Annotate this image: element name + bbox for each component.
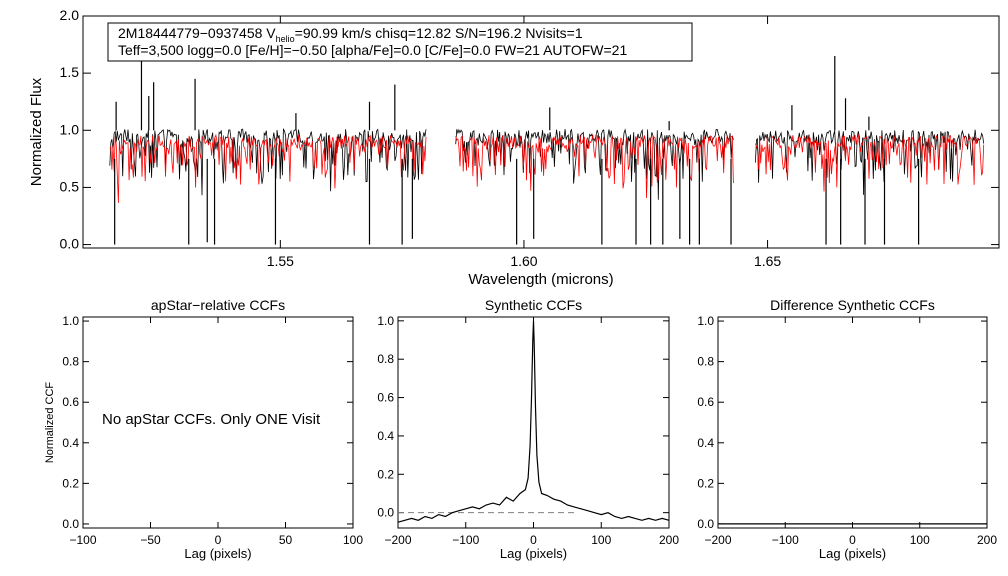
panel-title: apStar−relative CCFs <box>151 297 285 313</box>
chart-difference-ccf: −200 −100 0 100 200 0.0 0.2 0.4 0.6 0.8 1.0 Lag (pi… <box>697 297 997 561</box>
chart-spectrum: 1.55 1.60 1.65 0.0 0.5 1.0 1.5 2.0 Wavelength (m… <box>28 7 1000 288</box>
plot-frame <box>717 316 988 529</box>
x-tick-label: −200 <box>704 533 731 547</box>
x-tick-label: 200 <box>977 533 997 547</box>
y-tick-label: 1.0 <box>377 314 394 328</box>
y-tick-label: 1.5 <box>60 64 80 80</box>
y-tick-label: 0.2 <box>697 476 714 490</box>
spectrum-header: 2M18444779−0937458 Vhelio=90.99 km/s chi… <box>107 22 693 62</box>
y-tick-label: 0.8 <box>377 352 394 366</box>
panel-title: Synthetic CCFs <box>485 297 582 313</box>
y-tick-label: 0.8 <box>62 355 79 369</box>
chart-apstar-ccf: −100 −50 0 50 100 0.0 0.2 0.4 0.6 0.8 1.0 Lag (pixe… <box>44 297 363 561</box>
x-tick-label: 100 <box>343 533 363 547</box>
x-axis-label: Wavelength (microns) <box>468 271 613 288</box>
y-tick-label: 0.0 <box>60 236 80 252</box>
y-tick-label: 0.0 <box>62 517 79 531</box>
y-tick-label: 0.4 <box>377 429 394 443</box>
series-synthetic <box>109 133 985 204</box>
x-tick-label: 0 <box>215 533 222 547</box>
y-tick-label: 0.8 <box>697 355 714 369</box>
x-tick-label: 1.55 <box>267 253 294 269</box>
y-tick-label: 0.6 <box>377 391 394 405</box>
y-tick-label: 1.0 <box>60 121 80 137</box>
x-axis-label: Lag (pixels) <box>819 546 886 561</box>
y-tick-label: 0.4 <box>697 436 714 450</box>
y-tick-label: 0.2 <box>377 467 394 481</box>
x-tick-label: −100 <box>69 533 96 547</box>
chart-synthetic-ccf: −200 −100 0 100 200 0.0 0.2 0.4 0.6 0.8 1.0 Lag (pi… <box>377 297 679 561</box>
x-tick-label: −50 <box>140 533 161 547</box>
y-tick-label: 0.6 <box>697 395 714 409</box>
y-tick-label: 0.2 <box>62 476 79 490</box>
x-tick-label: −200 <box>384 533 411 547</box>
y-tick-label: 0.0 <box>697 517 714 531</box>
x-tick-label: −100 <box>772 533 799 547</box>
y-tick-label: 0.5 <box>60 178 80 194</box>
y-tick-label: 0.0 <box>377 506 394 520</box>
y-tick-label: 0.4 <box>62 436 79 450</box>
x-tick-label: 100 <box>591 533 611 547</box>
x-axis-label: Lag (pixels) <box>184 546 251 561</box>
plot-frame <box>397 316 670 529</box>
y-tick-label: 2.0 <box>60 7 80 23</box>
y-axis-label: Normalized CCF <box>44 382 56 464</box>
x-tick-label: 1.60 <box>510 253 537 269</box>
y-tick-label: 0.6 <box>62 395 79 409</box>
spectrum-lines <box>109 33 985 245</box>
x-tick-label: 0 <box>530 533 537 547</box>
x-tick-label: 1.65 <box>754 253 781 269</box>
x-tick-label: 100 <box>910 533 930 547</box>
x-tick-label: 50 <box>279 533 293 547</box>
x-tick-label: 200 <box>659 533 679 547</box>
x-tick-label: −100 <box>452 533 479 547</box>
plot-frame <box>82 15 1000 249</box>
no-ccf-annotation: No apStar CCFs. Only ONE Visit <box>102 411 321 428</box>
x-axis-label: Lag (pixels) <box>500 546 567 561</box>
y-axis-label: Normalized Flux <box>28 77 45 186</box>
header-box <box>107 22 693 62</box>
header-line-2: Teff=3,500 logg=0.0 [Fe/H]=−0.50 [alpha/… <box>118 42 627 58</box>
series-ccf <box>397 320 670 523</box>
x-tick-label: 0 <box>849 533 856 547</box>
header-line-1: 2M18444779−0937458 Vhelio=90.99 km/s chi… <box>118 25 583 44</box>
y-tick-label: 1.0 <box>697 314 714 328</box>
y-tick-label: 1.0 <box>62 314 79 328</box>
panel-title: Difference Synthetic CCFs <box>770 297 935 313</box>
